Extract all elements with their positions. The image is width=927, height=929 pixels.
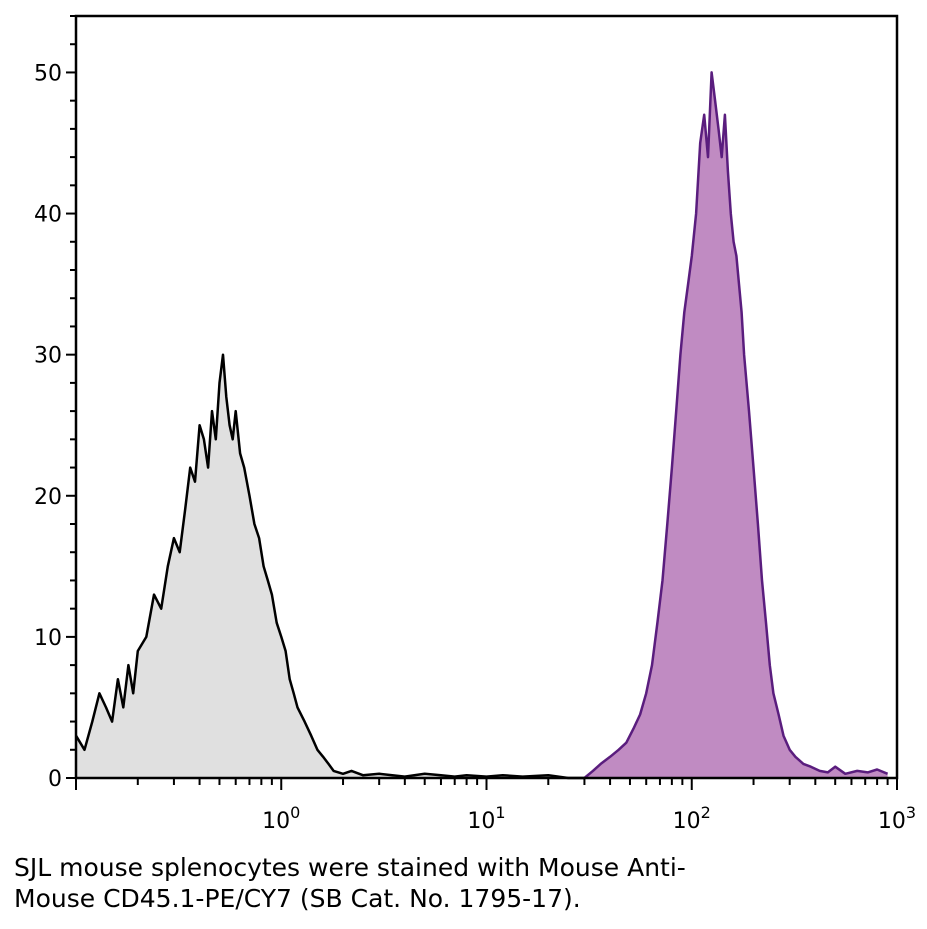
series-1-line [74,353,585,780]
y-tick-label: 10 [34,626,62,651]
y-tick-label: 0 [48,767,62,792]
series-2-area [584,72,888,778]
y-tick-label: 20 [34,485,62,510]
plot-area [74,71,889,780]
series-1-area [76,354,585,778]
caption-line-1: SJL mouse splenocytes were stained with … [14,853,686,882]
axes: 0 10 20 30 40 50 100 101 102 103 [34,15,916,834]
x-tick-label: 103 [878,803,916,834]
histogram-chart: 0 10 20 30 40 50 100 101 102 103 [34,14,916,834]
y-tick-label: 30 [34,344,62,369]
x-tick-label: 101 [467,803,505,834]
y-tick-label: 40 [34,203,62,228]
x-tick-label: 102 [673,803,711,834]
x-tick-label: 100 [262,803,300,834]
series-2-line [583,71,889,779]
figure-caption: SJL mouse splenocytes were stained with … [14,852,914,914]
y-tick-label: 50 [34,61,62,86]
caption-line-2: Mouse CD45.1-PE/CY7 (SB Cat. No. 1795-17… [14,884,581,913]
